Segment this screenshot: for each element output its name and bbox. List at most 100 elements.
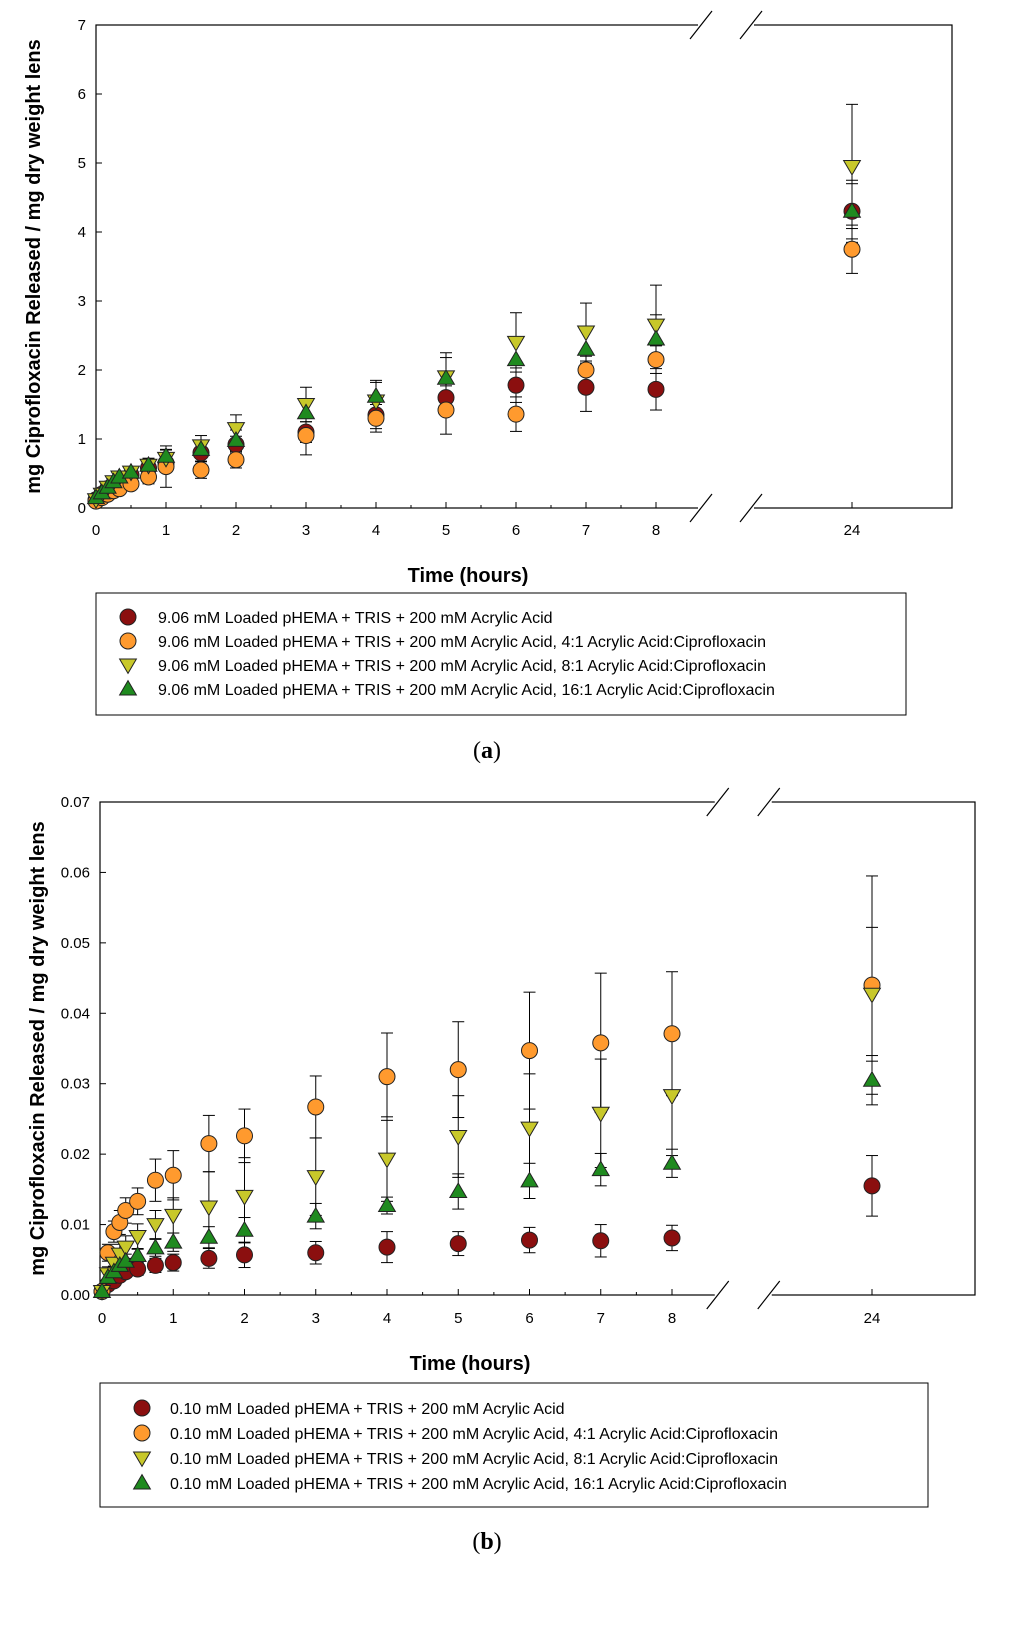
legend-entry: 0.10 mM Loaded pHEMA + TRIS + 200 mM Acr… bbox=[170, 1476, 787, 1493]
data-point bbox=[146, 1256, 164, 1274]
legend-marker bbox=[132, 1451, 152, 1468]
data-point bbox=[449, 1061, 467, 1079]
data-point bbox=[192, 461, 210, 479]
data-point bbox=[129, 1192, 147, 1210]
legend: 0.10 mM Loaded pHEMA + TRIS + 200 mM Acr… bbox=[99, 1382, 929, 1508]
x-axis-title: Time (hours) bbox=[410, 1353, 531, 1375]
legend-box bbox=[95, 592, 907, 716]
x-axis-break bbox=[689, 10, 763, 523]
data-point bbox=[437, 401, 455, 419]
data-point bbox=[436, 368, 456, 385]
axis-break-slash bbox=[757, 1280, 781, 1310]
data-point bbox=[200, 1135, 218, 1153]
x-tick-label: 4 bbox=[383, 1310, 391, 1327]
data-point bbox=[139, 455, 158, 472]
y-tick-label: 1 bbox=[78, 431, 86, 448]
data-point bbox=[226, 430, 246, 447]
data-point bbox=[592, 1034, 610, 1052]
data-point bbox=[307, 1098, 325, 1116]
data-point bbox=[116, 1240, 135, 1257]
data-point bbox=[164, 1254, 182, 1272]
data-point bbox=[163, 1232, 183, 1249]
data-point bbox=[191, 439, 211, 456]
y-tick-label: 0.04 bbox=[61, 1005, 90, 1022]
data-point bbox=[235, 1220, 254, 1237]
data-point bbox=[842, 159, 862, 176]
x-tick-label: 24 bbox=[864, 1310, 881, 1327]
data-point bbox=[577, 378, 595, 396]
legend-box bbox=[99, 1382, 929, 1508]
axis-break-slash bbox=[706, 787, 730, 817]
panel-label: (b) bbox=[472, 1529, 501, 1555]
data-point bbox=[306, 1206, 326, 1223]
y-tick-label: 7 bbox=[78, 17, 86, 34]
axis-break-slash bbox=[739, 10, 763, 40]
axis-break-gap bbox=[698, 505, 754, 511]
data-point bbox=[367, 409, 385, 427]
y-tick-label: 0.03 bbox=[61, 1076, 90, 1093]
data-point bbox=[506, 335, 526, 352]
data-point bbox=[646, 329, 666, 346]
data-point bbox=[146, 1218, 165, 1234]
x-tick-label: 1 bbox=[162, 522, 170, 539]
data-point bbox=[226, 422, 246, 439]
legend: 9.06 mM Loaded pHEMA + TRIS + 200 mM Acr… bbox=[95, 592, 907, 716]
legend-marker bbox=[132, 1473, 152, 1490]
legend-entry: 0.10 mM Loaded pHEMA + TRIS + 200 mM Acr… bbox=[170, 1451, 778, 1468]
y-tick-label: 0.02 bbox=[61, 1146, 90, 1163]
x-tick-label: 5 bbox=[454, 1310, 462, 1327]
data-point bbox=[521, 1042, 538, 1060]
data-point bbox=[378, 1238, 396, 1256]
data-point bbox=[163, 1208, 183, 1225]
x-axis-break bbox=[706, 787, 781, 1310]
x-tick-label: 5 bbox=[442, 522, 450, 539]
series-2-markers bbox=[93, 976, 881, 1300]
data-point bbox=[663, 1025, 681, 1043]
panel-label: (a) bbox=[473, 738, 501, 764]
data-point bbox=[146, 1171, 164, 1189]
data-point bbox=[92, 1282, 112, 1298]
y-tick-label: 0.06 bbox=[61, 864, 90, 881]
legend-marker bbox=[133, 1399, 151, 1417]
axis-break-gap bbox=[714, 1292, 772, 1298]
y-tick-label: 4 bbox=[78, 224, 86, 241]
x-tick-label: 3 bbox=[302, 522, 310, 539]
data-point bbox=[117, 1201, 135, 1219]
data-point bbox=[236, 1246, 253, 1264]
y-tick-label: 0.05 bbox=[61, 935, 90, 952]
data-point bbox=[862, 1070, 882, 1087]
chart-panel-a: 0 1 2 3 4 5 6 7 0 1 2 3 4 5 6 7 8 24 Time (hours) mg Ciprof… bbox=[23, 10, 953, 764]
x-tick-label: 24 bbox=[844, 522, 861, 539]
series-4-markers bbox=[86, 201, 862, 505]
legend-entry: 9.06 mM Loaded pHEMA + TRIS + 200 mM Acr… bbox=[158, 634, 766, 651]
axis-break-gap bbox=[714, 799, 772, 805]
data-point bbox=[506, 350, 526, 367]
data-point bbox=[199, 1200, 219, 1217]
data-point bbox=[128, 1230, 147, 1246]
y-tick-label: 0.07 bbox=[61, 794, 90, 811]
data-point bbox=[448, 1130, 468, 1146]
x-axis: 0 1 2 3 4 5 6 7 8 24 bbox=[98, 1289, 881, 1327]
plot-frame bbox=[95, 24, 953, 509]
data-point bbox=[296, 403, 316, 420]
y-axis-title: mg Ciprofloxacin Released / mg dry weigh… bbox=[27, 821, 49, 1276]
data-point bbox=[377, 1152, 397, 1169]
data-point bbox=[156, 446, 176, 463]
data-point bbox=[448, 1182, 468, 1198]
series-4-markers bbox=[92, 1070, 882, 1298]
axis-break-gap bbox=[698, 22, 754, 28]
x-tick-label: 2 bbox=[240, 1310, 248, 1327]
data-layer bbox=[86, 103, 862, 510]
y-axis-title: mg Ciprofloxacin Released / mg dry weigh… bbox=[23, 39, 45, 494]
x-axis-title: Time (hours) bbox=[408, 565, 529, 587]
data-point bbox=[576, 339, 596, 356]
data-point bbox=[297, 427, 315, 445]
data-point bbox=[449, 1235, 467, 1253]
x-tick-label: 2 bbox=[232, 522, 240, 539]
data-layer bbox=[92, 875, 882, 1301]
data-point bbox=[307, 1244, 325, 1262]
data-point bbox=[591, 1106, 611, 1123]
x-tick-label: 0 bbox=[92, 522, 100, 539]
data-point bbox=[121, 462, 141, 479]
axis-break-slash bbox=[739, 493, 763, 523]
